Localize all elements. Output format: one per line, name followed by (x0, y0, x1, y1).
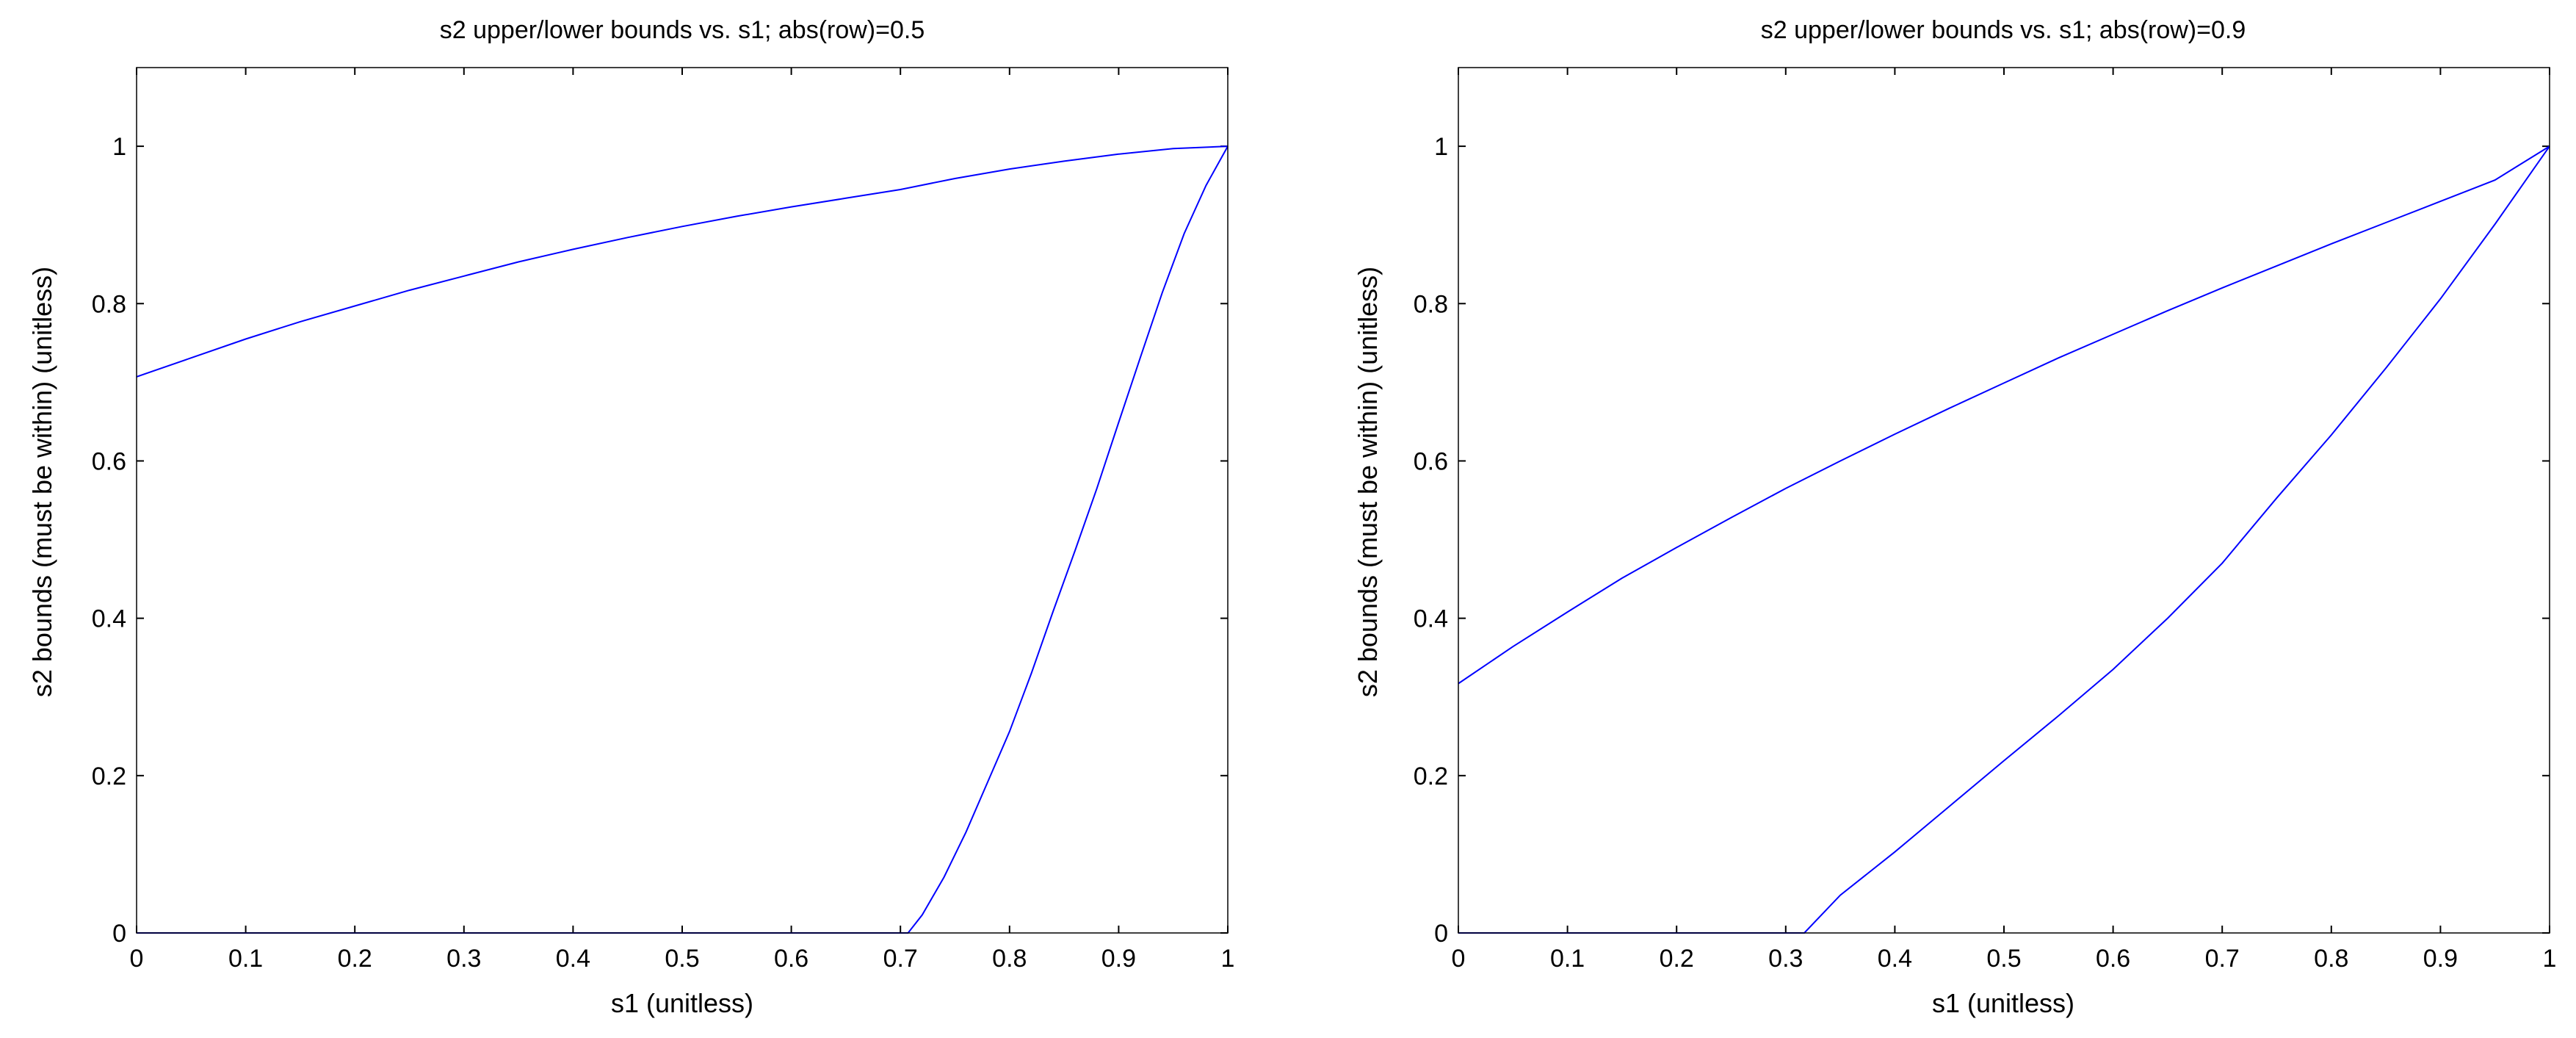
chart-abs-row-0-5: s2 upper/lower bounds vs. s1; abs(row)=0… (27, 16, 1234, 1018)
ticks (136, 68, 1229, 934)
x-tick-label: 0.9 (2423, 945, 2458, 973)
x-tick-label: 0.1 (228, 945, 263, 973)
axes-box (1458, 67, 2550, 934)
x-tick-label: 0.1 (1550, 945, 1585, 973)
x-tick-label: 0.5 (1986, 945, 2021, 973)
x-tick-label: 0.2 (1660, 945, 1694, 973)
y-tick-label: 0.4 (1414, 605, 1448, 633)
x-tick-label: 0.5 (665, 945, 699, 973)
y-tick-label: 1 (1434, 133, 1448, 161)
y-tick-label: 0 (1434, 920, 1448, 948)
x-tick-label: 0.7 (2205, 945, 2240, 973)
x-tick-label: 0.4 (1878, 945, 1912, 973)
tick-labels: 0 0.1 0.2 0.3 0.4 0.5 0.6 0.7 0.8 0.9 1 0 0.2 0.4 0.6 0… (1414, 133, 2557, 973)
tick-labels: 0 0.1 0.2 0.3 0.4 0.5 0.6 0.7 0.8 0.9 1 0 0.2 0.4 0.6 0… (92, 133, 1235, 973)
upper-bound-line (1458, 145, 2550, 685)
chart-title: s2 upper/lower bounds vs. s1; abs(row)=0… (1761, 16, 2246, 44)
chart-abs-row-0-9: s2 upper/lower bounds vs. s1; abs(row)=0… (1353, 16, 2556, 1018)
y-tick-label: 0.2 (92, 763, 126, 790)
x-tick-label: 0.3 (1768, 945, 1803, 973)
x-tick-label: 0.9 (1101, 945, 1136, 973)
x-tick-label: 0.2 (338, 945, 372, 973)
upper-bound-line (136, 145, 1229, 378)
y-tick-label: 0.6 (92, 447, 126, 475)
x-tick-label: 0.8 (992, 945, 1027, 973)
y-tick-label: 0.8 (1414, 290, 1448, 318)
y-axis-label: s2 bounds (must be within) (unitless) (1353, 267, 1383, 697)
x-axis-label: s1 (unitless) (611, 988, 753, 1018)
x-tick-label: 0.3 (446, 945, 481, 973)
y-tick-label: 0.4 (92, 605, 126, 633)
axes-box (136, 67, 1229, 934)
x-tick-label: 1 (1221, 945, 1235, 973)
x-tick-label: 0.6 (774, 945, 808, 973)
y-tick-label: 0.2 (1414, 763, 1448, 790)
chart-title: s2 upper/lower bounds vs. s1; abs(row)=0… (440, 16, 925, 44)
x-axis-label: s1 (unitless) (1932, 988, 2074, 1018)
x-tick-label: 0.6 (2096, 945, 2130, 973)
y-tick-label: 0.6 (1414, 447, 1448, 475)
x-tick-label: 0 (130, 945, 144, 973)
y-tick-label: 0.8 (92, 290, 126, 318)
y-axis-label: s2 bounds (must be within) (unitless) (27, 267, 57, 697)
x-tick-label: 0.8 (2314, 945, 2348, 973)
x-tick-label: 0.7 (883, 945, 918, 973)
x-tick-label: 0 (1452, 945, 1466, 973)
y-tick-label: 0 (112, 920, 126, 948)
x-tick-label: 1 (2543, 945, 2557, 973)
x-tick-label: 0.4 (556, 945, 590, 973)
y-tick-label: 1 (112, 133, 126, 161)
